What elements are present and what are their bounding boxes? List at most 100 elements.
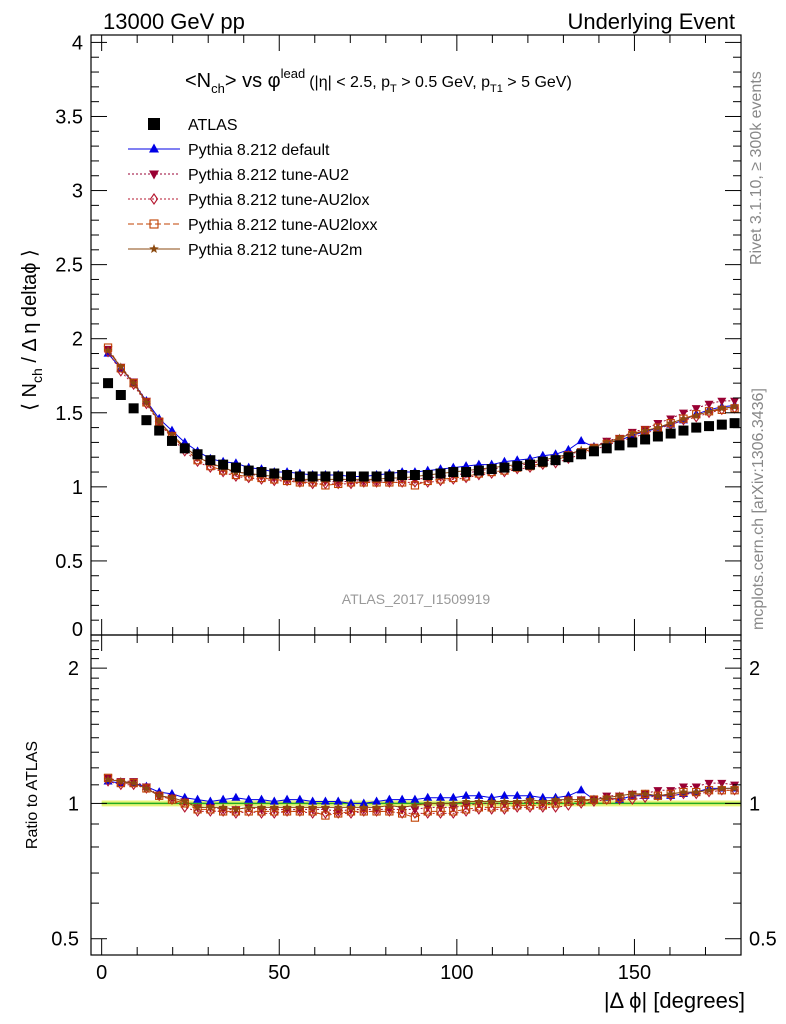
ratio-point-2-22 [385,805,394,817]
main-point-5-3 [142,397,151,406]
x-axis-label: |Δ ϕ| [degrees] [604,988,745,1013]
ratio-point-3-31 [500,803,509,812]
main-point-5-41 [628,429,637,438]
main-point-5-40 [615,433,624,442]
ratio-point-0-13 [269,796,279,805]
main-point-5-47 [704,406,714,415]
main-series-2 [103,345,740,488]
ratio-point-4-33 [525,795,535,804]
ratio-point-0-28 [461,790,471,799]
ratio-point-4-29 [474,797,484,806]
legend-entry-5: Pythia 8.212 tune-AU2m [128,242,362,259]
main-point-0-23 [397,470,408,480]
ratio-point-4-7 [193,802,202,811]
ratio-point-0-33 [525,790,535,799]
main-point-0-4 [154,425,165,436]
ratio-point-4-42 [640,789,650,798]
main-point-0-5 [166,435,177,446]
ratio-point-4-35 [551,795,560,804]
main-point-0-16 [307,471,318,482]
main-point-0-28 [461,467,472,478]
ratio-point-4-47 [704,785,714,794]
legend-marker [149,244,159,253]
ratio-point-4-49 [730,783,739,792]
main-point-5-45 [679,414,688,423]
ratio-y-tick-label-left: 2 [68,658,79,680]
legend-label: Pythia 8.212 tune-AU2lox [188,192,369,209]
main-point-2-45 [678,409,688,418]
ratio-point-0-18 [333,796,343,805]
ratio-point-1-17 [320,806,330,815]
y-tick-label: 3.5 [55,106,83,128]
main-point-1-36 [563,444,573,453]
ratio-point-2-36 [564,799,573,811]
ratio-point-1-45 [678,783,688,792]
main-point-0-42 [640,434,651,445]
main-point-0-31 [499,462,510,473]
ratio-point-2-6 [180,801,189,813]
main-point-3-24 [411,476,419,488]
legend-label: Pythia 8.212 tune-AU2m [188,242,362,259]
ratio-y-tick-label-left: 0.5 [51,929,79,951]
ratio-point-4-36 [564,795,573,804]
ratio-point-2-35 [551,801,560,813]
ratio-ylabel: Ratio to ATLAS [24,741,41,849]
main-point-0-9 [218,459,229,470]
main-point-0-47 [704,421,715,432]
ratio-point-0-21 [372,796,382,805]
ratio-point-4-32 [512,797,522,806]
ratio-point-0-30 [487,792,497,801]
main-point-0-22 [384,471,395,482]
legend-label: ATLAS [188,117,238,134]
main-point-0-40 [614,440,625,451]
ratio-series-line-1 [107,777,735,812]
ratio-point-4-9 [218,802,228,811]
main-series-group [103,343,740,490]
ratio-point-0-11 [244,794,254,803]
main-point-0-35 [550,455,561,466]
ratio-point-4-15 [295,802,305,811]
ratio-point-0-7 [193,794,203,803]
main-point-0-0 [103,378,114,389]
ratio-y-tick-label-right: 1 [749,793,760,815]
ratio-point-3-33 [525,801,535,810]
ratio-point-4-25 [423,798,432,808]
main-point-5-5 [167,430,177,439]
y-tick-label: 0 [72,619,83,641]
ratio-point-4-20 [359,802,369,811]
legend-entry-0: ATLAS [148,117,238,134]
ratio-point-4-8 [206,802,215,811]
main-point-0-37 [576,449,587,460]
ratio-point-4-39 [602,793,611,802]
ratio-point-2-13 [270,807,279,819]
ratio-point-2-3 [142,782,151,794]
mcplots-label: mcplots.cern.ch [arXiv:1306.3436] [750,388,767,630]
ratio-point-4-14 [282,802,292,811]
main-point-5-42 [640,426,650,435]
ratio-point-4-6 [180,797,190,806]
main-point-0-39 [601,443,612,454]
ratio-point-3-17 [321,811,330,820]
main-point-0-48 [716,419,727,430]
ratio-point-4-19 [346,802,356,811]
ratio-point-4-18 [333,802,343,811]
main-point-0-2 [128,403,139,414]
y-tick-label: 0.5 [55,551,83,573]
main-point-0-6 [179,443,190,454]
legend: ATLAS Pythia 8.212 default Pythia 8.212 tu… [128,117,377,259]
main-point-4-17 [321,481,330,490]
main-point-2-49 [730,397,740,406]
ratio-point-0-16 [308,796,318,805]
ratio-point-2-31 [500,803,509,815]
main-point-0-21 [371,471,382,482]
ratio-point-4-28 [461,797,471,806]
ratio-point-4-44 [666,789,675,798]
ratio-point-0-12 [256,794,266,803]
ratio-point-4-27 [449,798,458,808]
main-point-5-0 [103,346,113,355]
ratio-panel: 0.5 0.5 1 1 2 2 0 50 100 150 [51,634,777,984]
ratio-series-line-2 [107,780,735,814]
main-ylabel: ⟨ Nch / Δ η deltaϕ ⟩ [19,249,45,411]
main-point-0-43 [652,431,663,442]
